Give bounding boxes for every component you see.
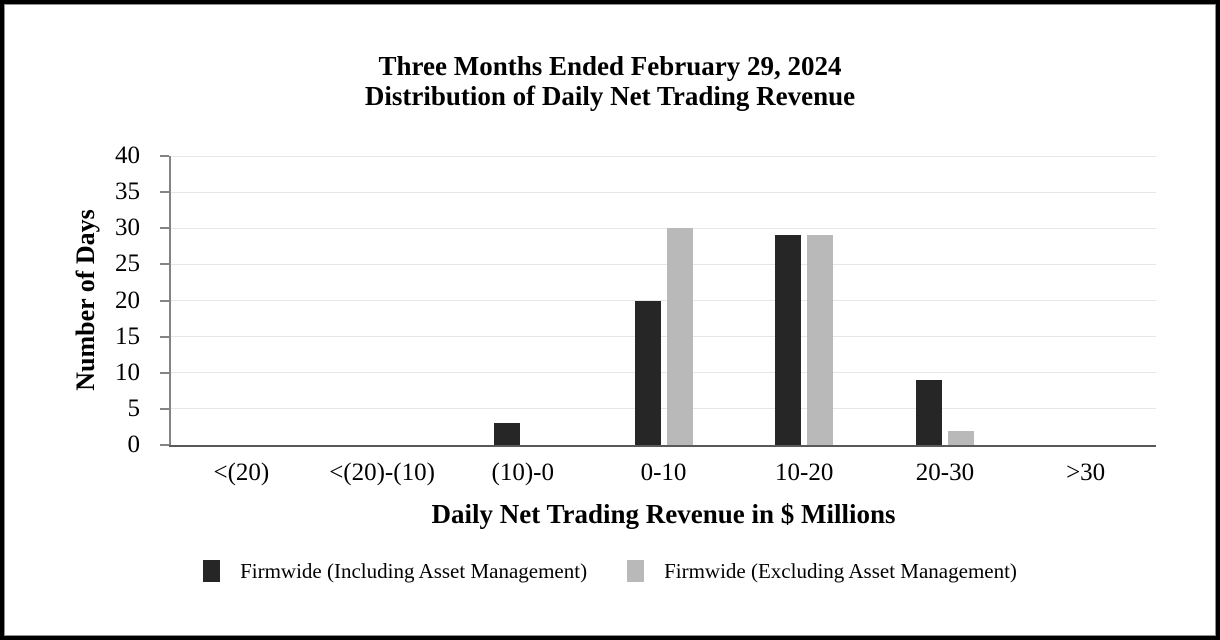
legend-marker-swatch <box>203 560 221 582</box>
x-category-label: >30 <box>1066 459 1106 486</box>
y-tick-mark-30 <box>160 227 169 230</box>
chart-title-line-1: Three Months Ended February 29, 2024 <box>378 51 842 81</box>
legend-entry: Firmwide (Excluding Asset Management) <box>627 556 1017 586</box>
y-tick-mark-5 <box>160 407 169 410</box>
y-tick-label-30: 30 <box>115 214 140 242</box>
y-tick-label-5: 5 <box>127 394 141 422</box>
bar-20-30-excluding <box>947 430 974 445</box>
y-tick-mark-35 <box>160 191 169 194</box>
bar-10-20-including <box>775 235 802 445</box>
chart-title-line-2: Distribution of Daily Net Trading Revenu… <box>364 81 856 111</box>
y-tick-label-20: 20 <box>115 286 140 314</box>
legend: Firmwide (Including Asset Management) Fir… <box>0 556 1220 586</box>
y-tick-mark-20 <box>160 299 169 302</box>
gridline-5 <box>171 408 1156 410</box>
x-axis-line <box>169 445 1156 447</box>
y-tick-mark-40 <box>160 155 169 157</box>
y-tick-label-35: 35 <box>115 178 140 206</box>
bar-(10)-0-including <box>493 423 520 445</box>
bar-0-10-excluding <box>666 228 693 445</box>
gridline-20 <box>171 300 1156 301</box>
gridline-25 <box>171 263 1156 265</box>
gridline-40 <box>171 155 1156 157</box>
gridline-30 <box>171 227 1156 229</box>
gridline-15 <box>171 336 1156 338</box>
y-tick-label-15: 15 <box>115 322 140 350</box>
gridline-35 <box>171 191 1156 193</box>
y-tick-mark-25 <box>160 263 169 266</box>
y-axis-line <box>169 156 171 445</box>
x-category-label: (10)-0 <box>491 459 555 486</box>
y-tick-mark-10 <box>160 371 169 374</box>
x-category-label: 20-30 <box>915 459 975 486</box>
y-tick-label-0: 0 <box>127 431 141 458</box>
legend-marker-swatch <box>627 560 645 582</box>
legend-label: Firmwide (Excluding Asset Management) <box>664 559 1017 583</box>
bar-0-10-including <box>634 300 661 445</box>
legend-entry: Firmwide (Including Asset Management) <box>203 556 587 586</box>
legend-label: Firmwide (Including Asset Management) <box>240 559 588 583</box>
bar-10-20-excluding <box>807 235 834 445</box>
x-category-label: 0-10 <box>640 459 687 486</box>
x-category-label: <(20) <box>213 459 270 486</box>
y-tick-mark-15 <box>160 335 169 338</box>
gridline-10 <box>171 372 1156 374</box>
x-axis-title: Daily Net Trading Revenue in $ Millions <box>431 499 896 529</box>
y-tick-mark-0 <box>160 444 169 446</box>
x-category-label: <(20)-(10) <box>329 459 435 486</box>
chart-title: Three Months Ended February 29, 2024 Dis… <box>0 51 1220 111</box>
plot-area <box>160 155 1156 447</box>
y-tick-label-10: 10 <box>115 358 140 386</box>
y-tick-label-40: 40 <box>115 142 140 169</box>
y-tick-label-25: 25 <box>115 250 140 278</box>
x-category-label: 10-20 <box>775 459 834 486</box>
bar-20-30-including <box>915 379 942 445</box>
